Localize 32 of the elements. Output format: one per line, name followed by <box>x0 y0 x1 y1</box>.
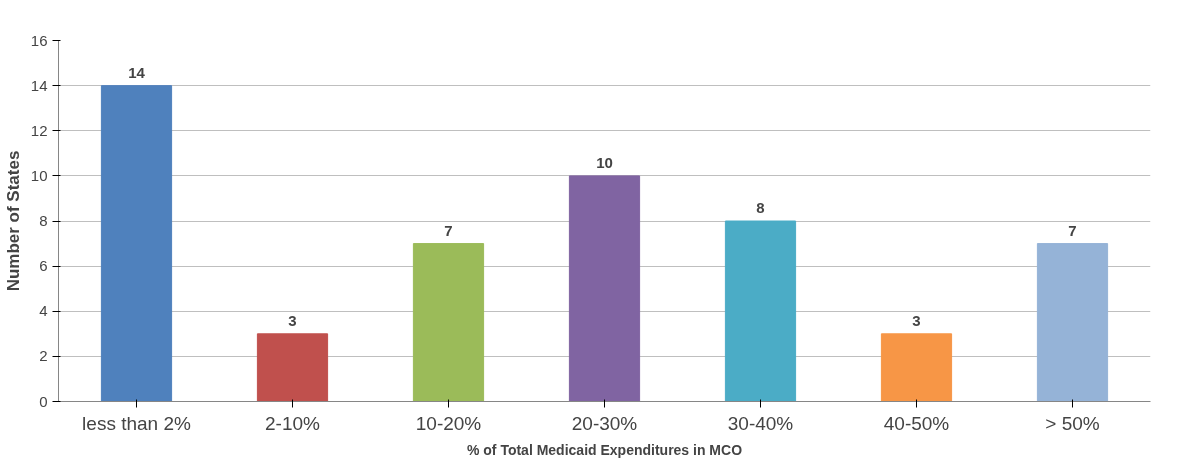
x-axis-title: % of Total Medicaid Expenditures in MCO <box>466 441 743 458</box>
y-tick-label: 8 <box>39 212 48 229</box>
data-label: 3 <box>288 311 297 329</box>
x-tick-label: 30-40% <box>727 412 794 434</box>
y-tick-label: 0 <box>39 392 48 410</box>
bar <box>1036 243 1109 402</box>
data-label: 8 <box>756 199 765 216</box>
x-tick-label: > 50% <box>1045 412 1100 434</box>
bar <box>412 243 485 402</box>
y-tick-label: 12 <box>30 121 48 139</box>
bar <box>568 175 641 402</box>
bar <box>256 333 329 402</box>
bar <box>880 333 953 402</box>
data-label: 7 <box>1068 221 1077 239</box>
x-tick-label: 40-50% <box>883 412 950 434</box>
y-tick-label: 10 <box>30 166 48 184</box>
data-label: 10 <box>596 153 613 171</box>
y-tick-label: 4 <box>39 302 48 320</box>
y-tick-label: 6 <box>39 257 48 275</box>
y-tick-label: 14 <box>30 76 48 94</box>
y-axis-title: Number of States <box>3 150 23 292</box>
y-tick-label: 16 <box>30 31 48 49</box>
data-label: 3 <box>912 311 921 329</box>
x-tick-label: less than 2% <box>82 412 191 434</box>
bar <box>724 220 797 402</box>
bar <box>100 85 173 402</box>
data-label: 7 <box>444 221 453 239</box>
x-tick-label: 20-30% <box>571 412 638 434</box>
x-tick-label: 2-10% <box>265 412 321 434</box>
x-tick-label: 10-20% <box>415 412 482 434</box>
y-tick-label: 2 <box>39 347 48 365</box>
data-label: 14 <box>128 63 146 81</box>
